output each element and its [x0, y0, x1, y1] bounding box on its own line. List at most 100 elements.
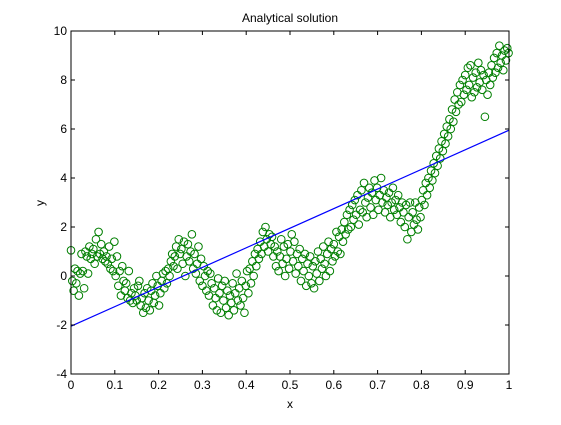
y-tick-label: -4 — [56, 367, 67, 381]
y-tick-labels: -4 -2 0 2 4 6 8 10 — [54, 24, 68, 381]
data-point — [324, 237, 333, 246]
data-point — [460, 70, 470, 80]
data-point — [69, 286, 78, 296]
data-point — [349, 215, 358, 224]
y-tick-label: 6 — [60, 122, 67, 136]
data-point — [229, 306, 239, 315]
data-point — [466, 61, 475, 70]
data-point — [376, 173, 386, 183]
data-point — [388, 183, 398, 193]
data-point — [224, 310, 233, 320]
chart-title: Analytical solution — [242, 11, 338, 25]
data-point — [449, 117, 458, 126]
data-point — [422, 190, 432, 200]
data-point — [150, 291, 160, 300]
data-point — [207, 279, 216, 288]
data-point — [194, 242, 203, 251]
data-point — [350, 195, 360, 205]
data-point — [361, 198, 370, 207]
data-point — [236, 301, 245, 310]
data-point — [471, 68, 481, 77]
data-point — [291, 269, 300, 278]
data-point — [416, 212, 425, 222]
data-point — [311, 257, 320, 266]
data-point — [117, 261, 127, 271]
data-point — [345, 205, 354, 215]
data-point — [307, 279, 316, 288]
data-point — [464, 80, 474, 90]
y-tick-label: 0 — [60, 269, 67, 283]
data-point — [359, 178, 369, 188]
y-tick-label: 8 — [60, 73, 67, 87]
data-point — [403, 234, 412, 244]
data-point — [470, 87, 479, 97]
data-point — [305, 252, 315, 261]
data-point — [233, 296, 243, 305]
data-point — [295, 244, 304, 254]
axis-ticks — [70, 30, 510, 375]
x-tick-label: 1 — [506, 378, 513, 392]
data-point — [347, 200, 357, 210]
data-point — [184, 257, 194, 266]
data-point — [246, 279, 256, 288]
data-point — [91, 234, 101, 244]
data-point — [456, 97, 466, 107]
data-point — [73, 266, 82, 276]
data-point — [413, 225, 423, 234]
data-point — [220, 276, 230, 286]
data-point — [329, 239, 339, 249]
data-point — [110, 237, 119, 246]
data-point — [389, 205, 399, 215]
data-point — [489, 53, 499, 63]
data-point — [338, 237, 348, 246]
data-point — [183, 239, 193, 249]
data-point — [340, 217, 349, 227]
data-point — [499, 65, 508, 75]
data-point — [162, 279, 172, 288]
data-point — [203, 266, 212, 276]
data-point — [330, 252, 340, 261]
data-point — [342, 210, 352, 220]
data-point — [104, 242, 114, 251]
data-point — [488, 73, 498, 82]
data-point — [309, 283, 319, 293]
data-point — [119, 276, 128, 286]
data-point — [242, 266, 252, 276]
data-point — [144, 296, 153, 305]
data-point — [479, 70, 488, 80]
data-point — [270, 242, 279, 251]
data-point — [209, 283, 219, 293]
data-point — [190, 249, 199, 259]
data-point — [124, 266, 134, 276]
fit-line-series — [70, 129, 510, 327]
data-point — [114, 281, 123, 291]
data-point — [115, 266, 124, 276]
data-point — [112, 252, 122, 261]
data-point — [428, 176, 437, 185]
x-tick-label: 0.8 — [413, 378, 430, 392]
data-point — [288, 257, 298, 266]
data-point — [443, 132, 453, 141]
data-point — [304, 271, 314, 281]
data-point — [354, 220, 364, 229]
data-point — [346, 222, 356, 232]
data-point — [274, 266, 283, 276]
data-point — [493, 63, 503, 73]
data-point — [280, 271, 290, 281]
y-tick-label: -2 — [56, 318, 67, 332]
data-point — [99, 247, 109, 256]
data-point — [273, 247, 282, 256]
data-point — [263, 247, 273, 256]
data-point — [83, 269, 93, 278]
data-point — [459, 90, 469, 99]
data-point — [299, 266, 308, 276]
data-point — [294, 261, 303, 271]
x-tick-label: 0.4 — [238, 378, 255, 392]
y-tick-label: 10 — [54, 24, 68, 38]
data-point — [463, 63, 473, 73]
data-point — [318, 242, 328, 251]
x-tick-label: 0.5 — [282, 378, 299, 392]
data-point — [223, 286, 232, 296]
data-point — [171, 242, 181, 251]
data-point — [276, 234, 286, 244]
